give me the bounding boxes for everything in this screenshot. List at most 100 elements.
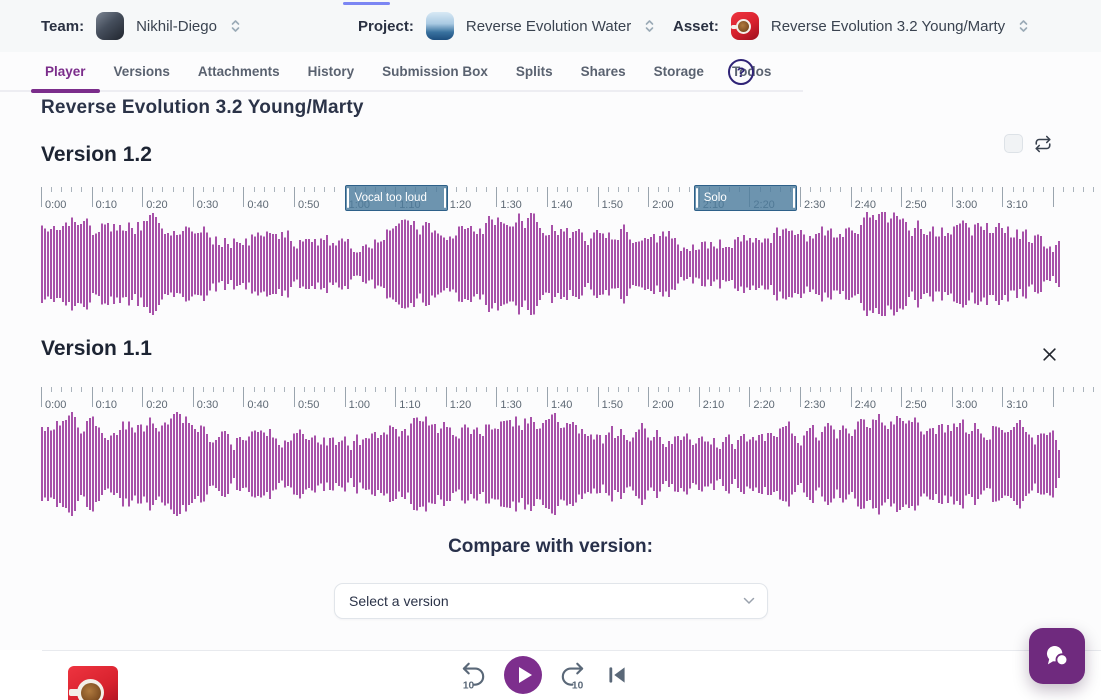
forward-10-button[interactable]: 10 (558, 660, 588, 690)
ruler-minor-tick (921, 187, 923, 192)
timeline-region[interactable]: Solo (693, 185, 798, 211)
tab-player[interactable]: Player (31, 51, 100, 93)
skip-to-start-button[interactable] (604, 662, 630, 688)
ruler-tick (41, 187, 42, 207)
chevron-updown-icon[interactable] (643, 19, 656, 33)
ruler-minor-tick (668, 187, 670, 192)
ruler-minor-tick (334, 187, 336, 192)
ruler-minor-tick (638, 387, 640, 392)
asset-selector[interactable]: Asset: Reverse Evolution 3.2 Young/Marty (673, 0, 1030, 52)
tab-submission-box[interactable]: Submission Box (382, 63, 488, 79)
team-selector[interactable]: Team: Nikhil-Diego (41, 0, 242, 52)
help-question-icon[interactable]: ? (728, 59, 754, 85)
waveform-v11[interactable] (41, 412, 1061, 516)
ruler-tick (951, 387, 953, 407)
ruler-tick (547, 387, 548, 407)
album-art (68, 666, 118, 700)
ruler-tick (344, 387, 346, 407)
ruler-tick (1053, 187, 1054, 207)
team-label: Team: (41, 17, 85, 35)
ruler-minor-tick (61, 387, 63, 392)
loading-progress-bar (343, 2, 390, 5)
ruler-minor-tick (435, 387, 437, 392)
ruler-minor-tick (1073, 387, 1075, 392)
ruler-minor-tick (152, 387, 154, 392)
play-button[interactable] (504, 656, 542, 694)
ruler-minor-tick (820, 387, 822, 392)
tab-storage[interactable]: Storage (653, 63, 704, 79)
ruler-tick (445, 387, 447, 407)
ruler-minor-tick (688, 387, 690, 392)
ruler-minor-tick (810, 387, 812, 392)
ruler-minor-tick (577, 187, 579, 192)
ruler-minor-tick (992, 187, 994, 192)
region-resize-handle[interactable] (444, 188, 447, 208)
asset-avatar (730, 12, 759, 40)
tab-splits[interactable]: Splits (515, 63, 553, 79)
chevron-updown-icon[interactable] (229, 19, 242, 33)
ruler-minor-tick (101, 387, 103, 392)
ruler-minor-tick (931, 187, 933, 192)
loop-checkbox[interactable] (1004, 134, 1023, 153)
asset-label: Asset: (673, 17, 719, 35)
ruler-time-label: 1:10 (399, 399, 421, 411)
timeline-ruler-v11[interactable]: 0:00 0:10 0:20 0:30 0:40 0:50 1:00 1:10 1:20 1:30… (31, 385, 1101, 411)
timeline-ruler-v12[interactable]: 0:000:100:200:300:400:501:001:101:201:30… (31, 185, 1101, 211)
ruler-tick (243, 187, 245, 207)
ruler-minor-tick (830, 387, 832, 392)
version-1-1-heading: Version 1.1 (41, 337, 152, 360)
project-selector[interactable]: Project: Reverse Evolution Water (358, 0, 656, 52)
ruler-minor-tick (334, 387, 336, 392)
tab-versions[interactable]: Versions (113, 63, 170, 79)
chat-launcher-button[interactable] (1029, 628, 1085, 684)
ruler-minor-tick (688, 187, 690, 192)
ruler-tick (1002, 387, 1004, 407)
tab-attachments[interactable]: Attachments (197, 63, 280, 79)
ruler-minor-tick (587, 187, 589, 192)
ruler-minor-tick (982, 387, 984, 392)
version-select[interactable]: Select a version (334, 583, 768, 619)
region-resize-handle[interactable] (695, 188, 698, 208)
ruler-minor-tick (668, 387, 670, 392)
help-button[interactable]: ? (726, 59, 754, 85)
ruler-minor-tick (1022, 187, 1024, 192)
waveform-v12[interactable] (41, 212, 1061, 316)
ruler-minor-tick (536, 387, 538, 392)
tab-history[interactable]: History (307, 63, 355, 79)
ruler-minor-tick (627, 187, 629, 192)
timeline-region-label: Solo (703, 192, 727, 204)
version-select-value: Select a version (349, 593, 449, 609)
repeat-icon[interactable] (1034, 135, 1052, 153)
ruler-minor-tick (415, 387, 417, 392)
region-resize-handle[interactable] (793, 188, 796, 208)
rewind-10-button[interactable]: 10 (458, 660, 488, 690)
chat-icon (1046, 645, 1069, 667)
chevron-updown-icon[interactable] (1017, 19, 1030, 33)
ruler-minor-tick (982, 187, 984, 192)
team-value: Nikhil-Diego (136, 17, 217, 35)
ruler-tick (243, 387, 245, 407)
player-bar: 10 10 (0, 650, 1101, 700)
ruler-tick (192, 187, 194, 207)
ruler-minor-tick (840, 387, 842, 392)
ruler-minor-tick (769, 387, 771, 392)
ruler-minor-tick (739, 387, 741, 392)
playback-controls: 10 10 (458, 656, 630, 694)
timeline-region[interactable]: Vocal too loud (344, 185, 449, 211)
ruler-tick (294, 187, 295, 207)
ruler-minor-tick (162, 387, 164, 392)
ruler-tick (91, 387, 93, 407)
ruler-minor-tick (182, 187, 184, 192)
ruler-minor-tick (607, 187, 609, 192)
tab-shares[interactable]: Shares (580, 63, 626, 79)
ruler-minor-tick (567, 187, 569, 192)
ruler-tick (496, 387, 498, 407)
ruler-minor-tick (425, 387, 427, 392)
ruler-minor-tick (111, 387, 113, 392)
ruler-tick (800, 187, 801, 207)
ruler-minor-tick (213, 387, 215, 392)
close-icon[interactable] (1041, 346, 1058, 363)
ruler-minor-tick (466, 387, 468, 392)
region-resize-handle[interactable] (346, 188, 349, 208)
ruler-minor-tick (860, 387, 862, 392)
